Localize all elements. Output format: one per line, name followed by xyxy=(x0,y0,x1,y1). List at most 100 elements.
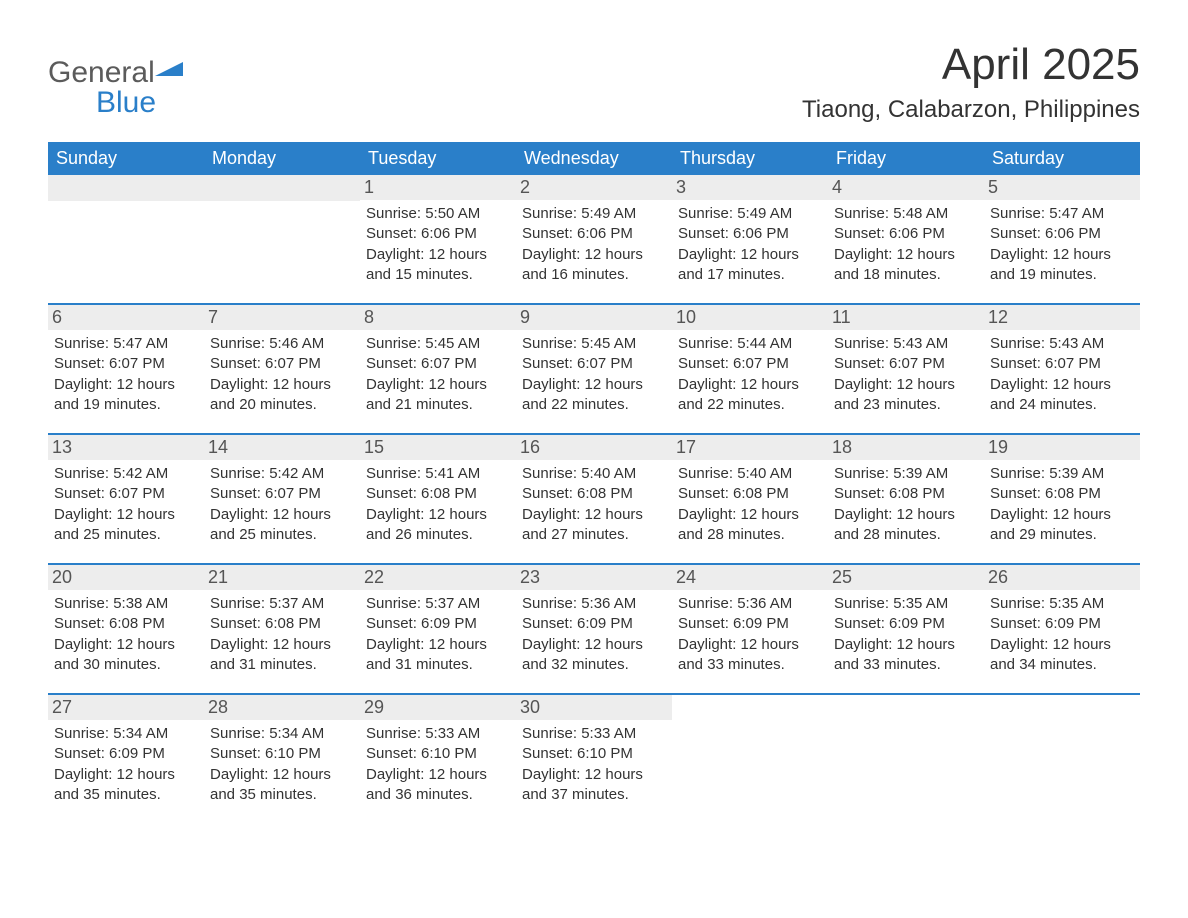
day-number: 26 xyxy=(984,565,1140,590)
day-details: Sunrise: 5:46 AMSunset: 6:07 PMDaylight:… xyxy=(210,334,354,415)
day-details: Sunrise: 5:40 AMSunset: 6:08 PMDaylight:… xyxy=(522,464,666,545)
weekday-header: Wednesday xyxy=(516,142,672,175)
logo-word-blue: Blue xyxy=(48,86,156,119)
calendar-day-cell: 5 Sunrise: 5:47 AMSunset: 6:06 PMDaylight… xyxy=(984,175,1140,303)
weekday-header: Tuesday xyxy=(360,142,516,175)
day-number: 12 xyxy=(984,305,1140,330)
page: General Blue April 2025 Tiaong, Calabarz… xyxy=(0,0,1188,863)
day-details: Sunrise: 5:33 AMSunset: 6:10 PMDaylight:… xyxy=(522,724,666,805)
day-number: 28 xyxy=(204,695,360,720)
calendar-day-cell: 24 Sunrise: 5:36 AMSunset: 6:09 PMDayligh… xyxy=(672,563,828,693)
calendar-week-row: 6 Sunrise: 5:47 AMSunset: 6:07 PMDaylight… xyxy=(48,303,1140,433)
day-details: Sunrise: 5:47 AMSunset: 6:06 PMDaylight:… xyxy=(990,204,1134,285)
day-details: Sunrise: 5:45 AMSunset: 6:07 PMDaylight:… xyxy=(522,334,666,415)
weekday-header: Monday xyxy=(204,142,360,175)
calendar-day-cell: 10 Sunrise: 5:44 AMSunset: 6:07 PMDayligh… xyxy=(672,303,828,433)
weekday-header: Saturday xyxy=(984,142,1140,175)
location-subtitle: Tiaong, Calabarzon, Philippines xyxy=(802,96,1140,124)
day-number: 10 xyxy=(672,305,828,330)
calendar-day-cell: 19 Sunrise: 5:39 AMSunset: 6:08 PMDayligh… xyxy=(984,433,1140,563)
calendar-day-cell: 28 Sunrise: 5:34 AMSunset: 6:10 PMDayligh… xyxy=(204,693,360,823)
calendar-week-row: 13 Sunrise: 5:42 AMSunset: 6:07 PMDayligh… xyxy=(48,433,1140,563)
day-number: 14 xyxy=(204,435,360,460)
day-details: Sunrise: 5:35 AMSunset: 6:09 PMDaylight:… xyxy=(834,594,978,675)
day-details: Sunrise: 5:34 AMSunset: 6:09 PMDaylight:… xyxy=(54,724,198,805)
calendar-day-cell: 23Sunrise: 5:36 AMSunset: 6:09 PMDayligh… xyxy=(516,563,672,693)
day-number: 22 xyxy=(360,565,516,590)
day-details: Sunrise: 5:34 AMSunset: 6:10 PMDaylight:… xyxy=(210,724,354,805)
calendar-day-cell: 17 Sunrise: 5:40 AMSunset: 6:08 PMDayligh… xyxy=(672,433,828,563)
day-details: Sunrise: 5:45 AMSunset: 6:07 PMDaylight:… xyxy=(366,334,510,415)
day-number: 17 xyxy=(672,435,828,460)
calendar-body: 1Sunrise: 5:50 AMSunset: 6:06 PMDaylight… xyxy=(48,175,1140,823)
day-number: 7 xyxy=(204,305,360,330)
calendar-week-row: 27 Sunrise: 5:34 AMSunset: 6:09 PMDayligh… xyxy=(48,693,1140,823)
calendar-table: Sunday Monday Tuesday Wednesday Thursday… xyxy=(48,142,1140,823)
calendar-week-row: 20 Sunrise: 5:38 AMSunset: 6:08 PMDayligh… xyxy=(48,563,1140,693)
day-number: 2 xyxy=(516,175,672,200)
calendar-day-cell: 14Sunrise: 5:42 AMSunset: 6:07 PMDayligh… xyxy=(204,433,360,563)
day-number: 27 xyxy=(48,695,204,720)
calendar-day-cell: 29Sunrise: 5:33 AMSunset: 6:10 PMDayligh… xyxy=(360,693,516,823)
calendar-day-cell: 6 Sunrise: 5:47 AMSunset: 6:07 PMDaylight… xyxy=(48,303,204,433)
day-details: Sunrise: 5:44 AMSunset: 6:07 PMDaylight:… xyxy=(678,334,822,415)
calendar-day-cell: 30Sunrise: 5:33 AMSunset: 6:10 PMDayligh… xyxy=(516,693,672,823)
calendar-day-cell: 4Sunrise: 5:48 AMSunset: 6:06 PMDaylight… xyxy=(828,175,984,303)
calendar-day-cell: 9 Sunrise: 5:45 AMSunset: 6:07 PMDaylight… xyxy=(516,303,672,433)
calendar-day-cell: 25 Sunrise: 5:35 AMSunset: 6:09 PMDayligh… xyxy=(828,563,984,693)
day-number: 16 xyxy=(516,435,672,460)
calendar-day-cell: 22Sunrise: 5:37 AMSunset: 6:09 PMDayligh… xyxy=(360,563,516,693)
day-details: Sunrise: 5:36 AMSunset: 6:09 PMDaylight:… xyxy=(678,594,822,675)
day-number: 6 xyxy=(48,305,204,330)
calendar-week-row: 1Sunrise: 5:50 AMSunset: 6:06 PMDaylight… xyxy=(48,175,1140,303)
calendar-day-cell: 2 Sunrise: 5:49 AMSunset: 6:06 PMDaylight… xyxy=(516,175,672,303)
day-number: 13 xyxy=(48,435,204,460)
day-details: Sunrise: 5:39 AMSunset: 6:08 PMDaylight:… xyxy=(834,464,978,545)
calendar-day-cell: 15Sunrise: 5:41 AMSunset: 6:08 PMDayligh… xyxy=(360,433,516,563)
day-details: Sunrise: 5:48 AMSunset: 6:06 PMDaylight:… xyxy=(834,204,978,285)
day-number: 19 xyxy=(984,435,1140,460)
logo-word-general: General xyxy=(48,56,155,89)
day-number: 11 xyxy=(828,305,984,330)
calendar-day-cell: 11Sunrise: 5:43 AMSunset: 6:07 PMDayligh… xyxy=(828,303,984,433)
calendar-day-cell: 21Sunrise: 5:37 AMSunset: 6:08 PMDayligh… xyxy=(204,563,360,693)
day-number: 29 xyxy=(360,695,516,720)
calendar-day-cell xyxy=(984,693,1140,823)
calendar-day-cell: 20 Sunrise: 5:38 AMSunset: 6:08 PMDayligh… xyxy=(48,563,204,693)
day-number: 5 xyxy=(984,175,1140,200)
day-number: 24 xyxy=(672,565,828,590)
weekday-header: Friday xyxy=(828,142,984,175)
calendar-day-cell: 8Sunrise: 5:45 AMSunset: 6:07 PMDaylight… xyxy=(360,303,516,433)
title-block: April 2025 Tiaong, Calabarzon, Philippin… xyxy=(802,40,1140,124)
day-details: Sunrise: 5:49 AMSunset: 6:06 PMDaylight:… xyxy=(522,204,666,285)
calendar-day-cell: 1Sunrise: 5:50 AMSunset: 6:06 PMDaylight… xyxy=(360,175,516,303)
month-title: April 2025 xyxy=(802,40,1140,90)
calendar-day-cell: 7 Sunrise: 5:46 AMSunset: 6:07 PMDaylight… xyxy=(204,303,360,433)
day-details: Sunrise: 5:49 AMSunset: 6:06 PMDaylight:… xyxy=(678,204,822,285)
day-number: 1 xyxy=(360,175,516,200)
day-number: 3 xyxy=(672,175,828,200)
day-details: Sunrise: 5:39 AMSunset: 6:08 PMDaylight:… xyxy=(990,464,1134,545)
empty-day-strip xyxy=(48,175,204,201)
day-details: Sunrise: 5:40 AMSunset: 6:08 PMDaylight:… xyxy=(678,464,822,545)
day-details: Sunrise: 5:42 AMSunset: 6:07 PMDaylight:… xyxy=(54,464,198,545)
calendar-day-cell: 3 Sunrise: 5:49 AMSunset: 6:06 PMDaylight… xyxy=(672,175,828,303)
day-number: 20 xyxy=(48,565,204,590)
day-details: Sunrise: 5:36 AMSunset: 6:09 PMDaylight:… xyxy=(522,594,666,675)
weekday-header-row: Sunday Monday Tuesday Wednesday Thursday… xyxy=(48,142,1140,175)
day-details: Sunrise: 5:38 AMSunset: 6:08 PMDaylight:… xyxy=(54,594,198,675)
weekday-header: Sunday xyxy=(48,142,204,175)
day-details: Sunrise: 5:47 AMSunset: 6:07 PMDaylight:… xyxy=(54,334,198,415)
day-details: Sunrise: 5:41 AMSunset: 6:08 PMDaylight:… xyxy=(366,464,510,545)
calendar-day-cell xyxy=(828,693,984,823)
calendar-day-cell: 13 Sunrise: 5:42 AMSunset: 6:07 PMDayligh… xyxy=(48,433,204,563)
flag-icon xyxy=(155,62,183,87)
day-details: Sunrise: 5:35 AMSunset: 6:09 PMDaylight:… xyxy=(990,594,1134,675)
calendar-day-cell: 26 Sunrise: 5:35 AMSunset: 6:09 PMDayligh… xyxy=(984,563,1140,693)
day-number: 25 xyxy=(828,565,984,590)
calendar-day-cell xyxy=(48,175,204,303)
weekday-header: Thursday xyxy=(672,142,828,175)
day-details: Sunrise: 5:37 AMSunset: 6:08 PMDaylight:… xyxy=(210,594,354,675)
day-number: 9 xyxy=(516,305,672,330)
brand-logo: General Blue xyxy=(48,40,183,118)
